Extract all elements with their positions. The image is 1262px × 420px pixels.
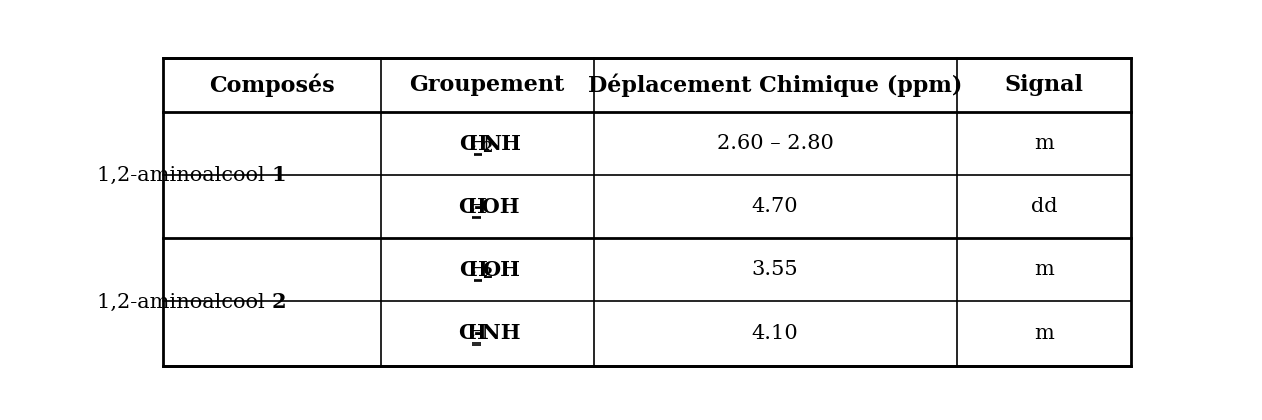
Text: H: H xyxy=(467,197,486,217)
Text: -NH: -NH xyxy=(473,323,521,344)
Text: 4.70: 4.70 xyxy=(752,197,799,216)
Text: Groupement: Groupement xyxy=(409,74,564,96)
Text: Signal: Signal xyxy=(1005,74,1083,96)
Text: dd: dd xyxy=(1031,197,1058,216)
Text: OH: OH xyxy=(482,260,520,280)
Text: -OH: -OH xyxy=(475,197,521,217)
Text: C: C xyxy=(458,323,475,344)
Text: 3.55: 3.55 xyxy=(752,260,799,279)
Text: NH: NH xyxy=(482,134,521,154)
Text: 1: 1 xyxy=(271,165,286,185)
Text: 2.60 – 2.80: 2.60 – 2.80 xyxy=(717,134,833,153)
Text: Composés: Composés xyxy=(208,74,334,97)
Text: m: m xyxy=(1034,134,1054,153)
Text: 2: 2 xyxy=(271,292,286,312)
Text: H: H xyxy=(468,260,488,280)
Text: C: C xyxy=(459,260,476,280)
Text: 1,2-aminoalcool: 1,2-aminoalcool xyxy=(97,292,271,312)
Text: 2: 2 xyxy=(482,141,492,155)
Text: 4.10: 4.10 xyxy=(752,324,799,343)
Text: H: H xyxy=(467,323,486,344)
Text: C: C xyxy=(458,197,475,217)
Text: H: H xyxy=(468,134,488,154)
Text: Déplacement Chimique (ppm): Déplacement Chimique (ppm) xyxy=(588,74,962,97)
Text: C: C xyxy=(459,134,476,154)
Text: 2: 2 xyxy=(482,267,492,281)
Text: m: m xyxy=(1034,324,1054,343)
Text: m: m xyxy=(1034,260,1054,279)
Text: 1,2-aminoalcool: 1,2-aminoalcool xyxy=(97,166,271,185)
